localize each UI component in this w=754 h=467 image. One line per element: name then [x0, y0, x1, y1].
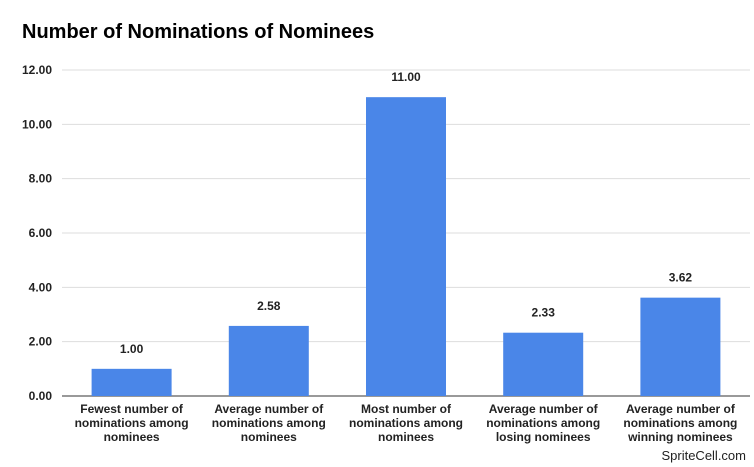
y-tick-label: 6.00	[29, 226, 53, 240]
bar	[640, 297, 721, 396]
data-label: 2.58	[257, 299, 281, 313]
data-label: 2.33	[532, 306, 556, 320]
y-tick-label: 12.00	[22, 63, 52, 77]
y-tick-label: 8.00	[29, 172, 53, 186]
y-tick-label: 2.00	[29, 335, 53, 349]
bars	[91, 97, 721, 397]
data-label: 1.00	[120, 342, 144, 356]
y-axis-ticks: 0.00 2.00 4.00 6.00 8.00 10.00 12.00	[22, 63, 52, 403]
x-tick-label: Most number of nominations among nominees	[349, 402, 463, 444]
bar	[366, 97, 446, 397]
data-label: 11.00	[391, 70, 421, 84]
y-tick-label: 10.00	[22, 117, 52, 131]
x-tick-label: Average number of nominations among winnin…	[623, 402, 737, 444]
x-axis-ticks: Fewest number of nominations among nominee…	[75, 402, 738, 444]
bar	[503, 332, 584, 396]
bar	[91, 368, 172, 396]
y-tick-label: 0.00	[29, 389, 53, 403]
watermark: SpriteCell.com	[661, 448, 746, 463]
x-tick-label: Fewest number of nominations among nominee…	[75, 402, 189, 444]
x-tick-label: Average number of nominations among nomine…	[212, 402, 326, 444]
chart-title: Number of Nominations of Nominees	[22, 21, 375, 43]
bar	[228, 325, 309, 396]
y-tick-label: 4.00	[29, 280, 53, 294]
x-tick-label: Average number of nominations among losing…	[486, 402, 600, 444]
data-labels: 1.00 2.58 11.00 2.33 3.62	[120, 70, 692, 356]
data-label: 3.62	[669, 271, 693, 285]
